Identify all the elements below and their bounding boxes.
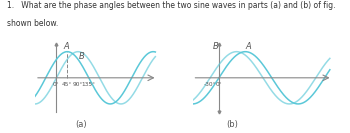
Text: 0°: 0° [53, 82, 60, 87]
Text: 45°: 45° [62, 82, 72, 87]
Text: 135°: 135° [82, 82, 96, 87]
Text: -30°: -30° [204, 82, 216, 87]
Text: 0°: 0° [216, 82, 222, 87]
Text: A: A [63, 41, 69, 51]
Text: 1.   What are the phase angles between the two sine waves in parts (a) and (b) o: 1. What are the phase angles between the… [7, 1, 336, 10]
Text: A: A [245, 41, 251, 51]
Text: shown below.: shown below. [7, 19, 58, 28]
Text: (a): (a) [76, 119, 88, 128]
Text: (b): (b) [226, 119, 238, 128]
Text: B: B [79, 52, 85, 61]
Text: B: B [212, 41, 218, 51]
Text: 90°: 90° [73, 82, 83, 87]
